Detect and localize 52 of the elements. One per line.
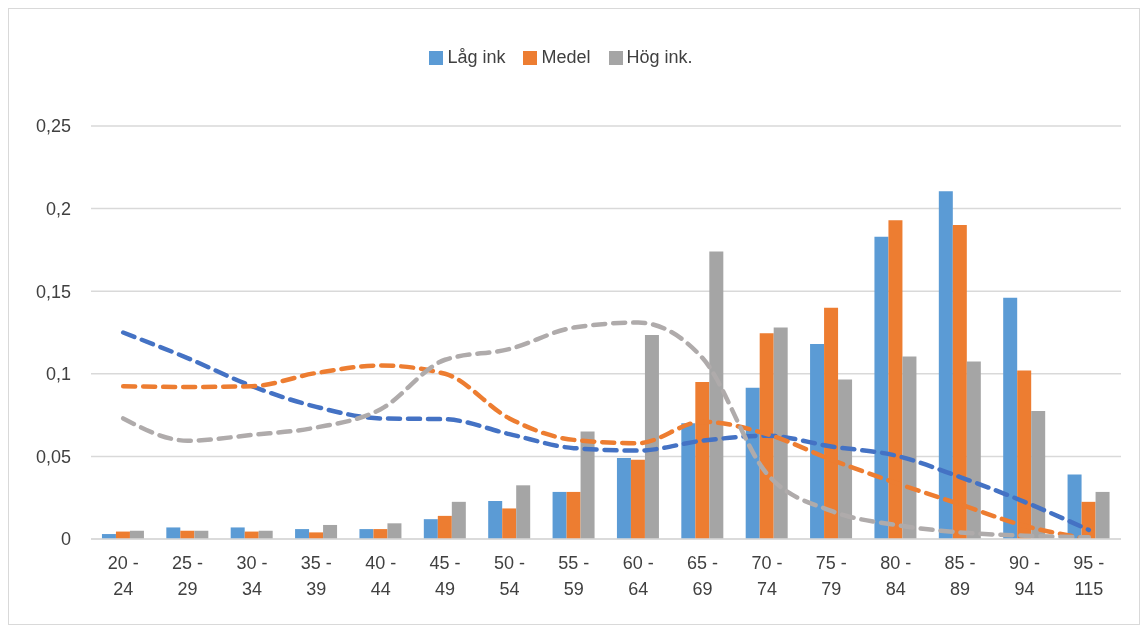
y-tick-label: 0,25 [35,116,71,137]
bar [938,191,953,539]
bar [630,459,645,539]
x-tick-label: 35 - 39 [300,553,332,599]
bar [552,491,567,539]
bar [616,458,631,539]
x-tick-label: 60 - 64 [622,553,654,599]
legend-label: Medel [541,47,591,67]
x-tick-label: 65 - 69 [687,553,719,599]
y-tick-label: 0,15 [35,281,71,302]
x-tick-label: 70 - 74 [751,553,783,599]
x-tick-label: 55 - 59 [558,553,590,599]
x-tick-label: 45 - 49 [429,553,461,599]
bar [387,523,402,539]
bar [745,387,760,539]
bar [373,529,388,539]
x-tick-label: 85 - 89 [944,553,976,599]
x-tick-label: 95 - 115 [1073,553,1105,599]
bar [681,423,696,539]
bar [451,501,466,539]
bar [516,485,531,539]
bar [437,515,452,539]
bar [580,431,595,539]
bar [810,344,825,539]
bar [423,519,438,539]
bar [166,527,181,539]
bar [874,236,889,539]
x-tick-label: 90 - 94 [1008,553,1040,599]
x-tick-label: 30 - 34 [236,553,268,599]
bar [295,529,310,539]
y-tick-label: 0,2 [45,198,71,219]
bar [502,508,517,539]
y-tick-label: 0,05 [35,446,71,467]
bar [644,334,659,539]
legend-label: Hög ink. [626,47,693,67]
legend-label: Låg ink [447,47,506,67]
bar [566,491,581,539]
bar [230,527,245,539]
x-tick-label: 25 - 29 [172,553,204,599]
x-tick-label: 20 - 24 [107,553,139,599]
bar [1003,297,1018,539]
x-tick-label: 50 - 54 [493,553,525,599]
x-tick-label: 80 - 84 [880,553,912,599]
y-tick-label: 0 [60,529,71,550]
bar [1095,491,1110,539]
x-tick-label: 40 - 44 [365,553,397,599]
bar [323,524,338,539]
bar [488,501,503,539]
x-tick-label: 75 - 79 [815,553,847,599]
bar [359,529,374,539]
y-tick-label: 0,1 [45,364,71,385]
bar [309,532,324,539]
